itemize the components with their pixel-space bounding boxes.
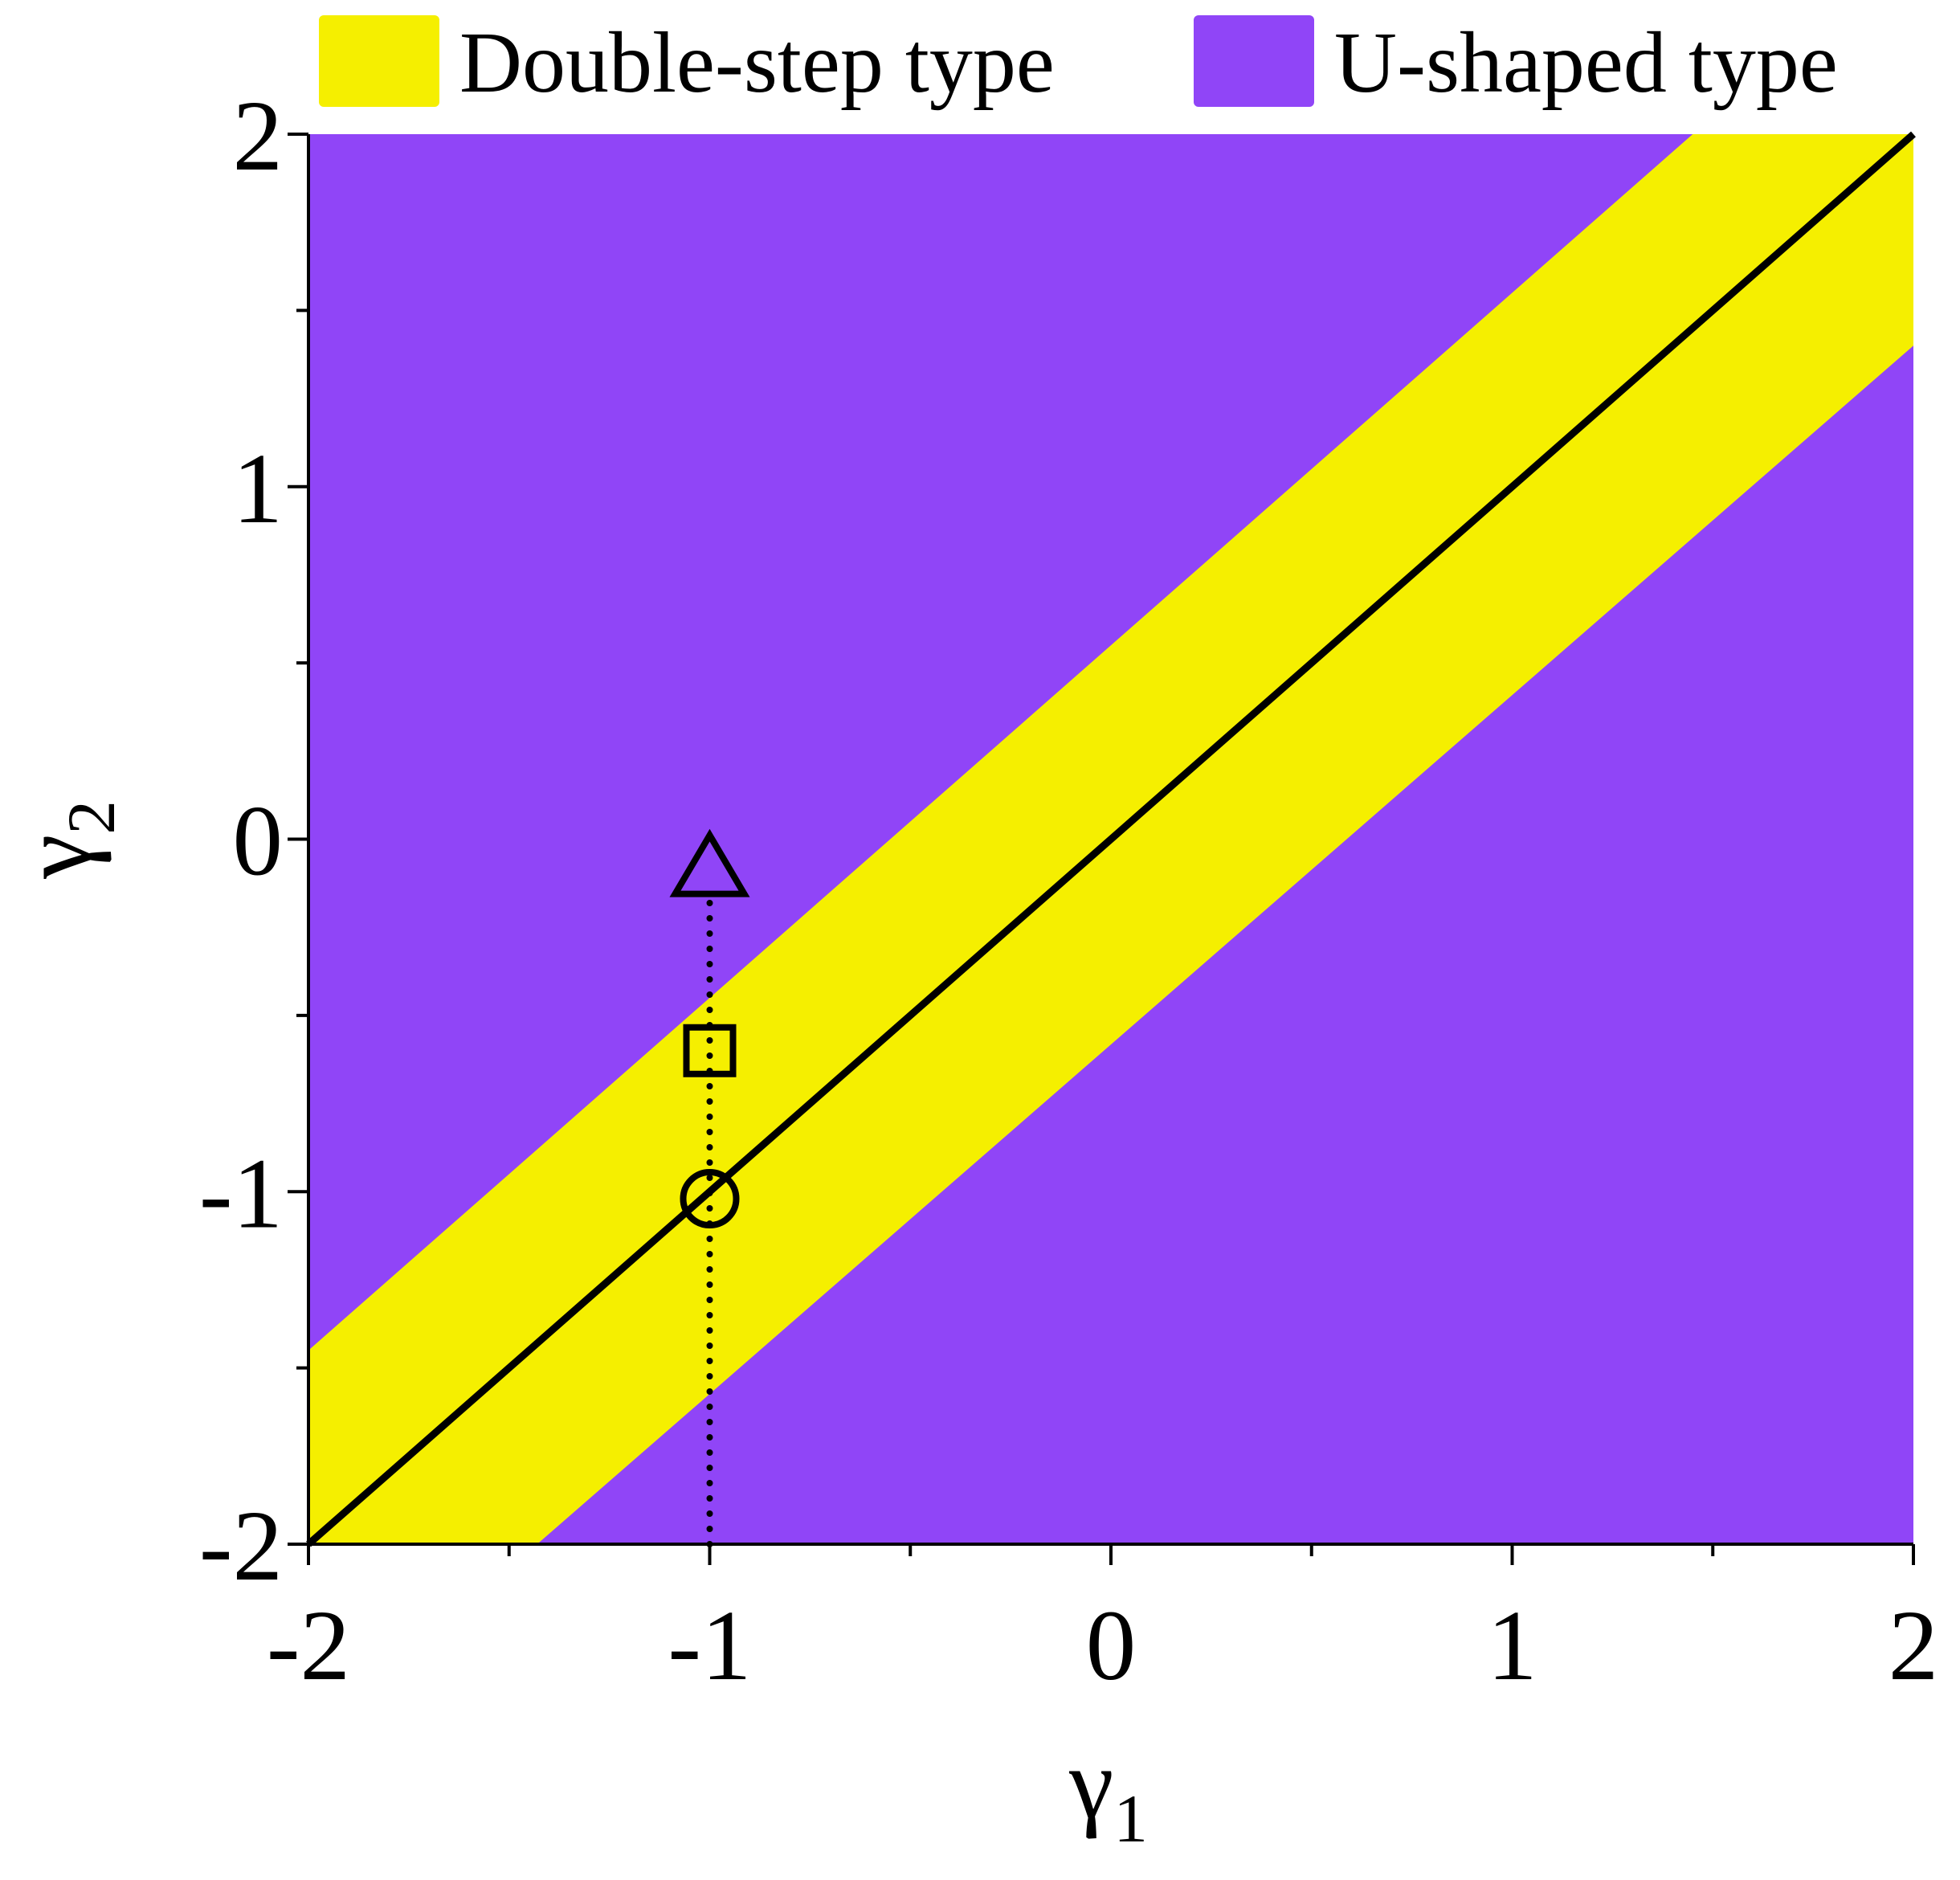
y-tick-label: -1 bbox=[199, 1138, 283, 1249]
y-tick-label: 0 bbox=[233, 787, 284, 897]
x-axis-label-main: γ bbox=[1068, 1729, 1113, 1840]
legend-label: U-shaped type bbox=[1334, 15, 1838, 111]
x-axis-label-sub: 1 bbox=[1113, 1781, 1148, 1857]
y-tick-label: 1 bbox=[233, 434, 284, 545]
boundary-line bbox=[306, 131, 1916, 1547]
legend-swatch bbox=[1194, 15, 1314, 107]
marker-circle bbox=[680, 1169, 740, 1229]
y-axis-label: γ2 bbox=[2, 800, 129, 880]
y-tick-label: 2 bbox=[233, 81, 284, 192]
legend-label: Double-step type bbox=[459, 15, 1055, 111]
marker-triangle bbox=[669, 828, 750, 897]
marker-square bbox=[683, 1024, 737, 1077]
x-tick-label: 2 bbox=[1889, 1591, 1939, 1702]
y-tick-label: -2 bbox=[199, 1491, 283, 1602]
y-axis-label-sub: 2 bbox=[54, 800, 129, 835]
legend-swatch bbox=[319, 15, 439, 107]
x-tick-label: -2 bbox=[267, 1591, 350, 1702]
x-tick-label: -1 bbox=[668, 1591, 751, 1702]
y-axis-label-main: γ bbox=[2, 835, 112, 880]
x-tick-label: 1 bbox=[1487, 1591, 1537, 1702]
x-axis-label: γ1 bbox=[1068, 1729, 1148, 1857]
x-tick-label: 0 bbox=[1086, 1591, 1137, 1702]
